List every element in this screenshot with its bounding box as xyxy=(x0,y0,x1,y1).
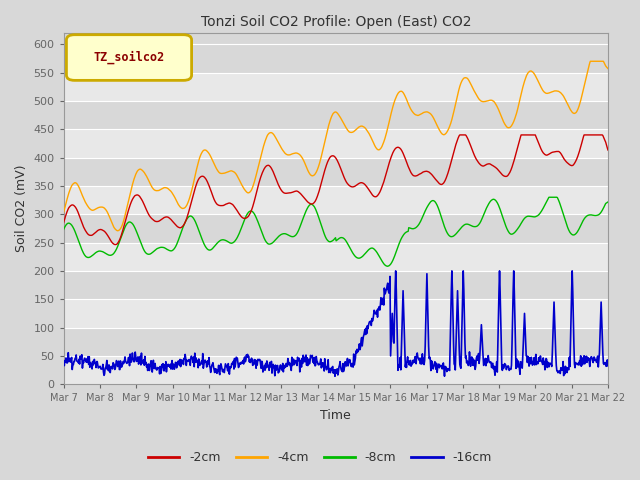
Bar xyxy=(64,271,608,299)
Bar xyxy=(64,186,608,214)
Bar xyxy=(64,299,608,327)
Bar xyxy=(64,242,608,271)
Title: Tonzi Soil CO2 Profile: Open (East) CO2: Tonzi Soil CO2 Profile: Open (East) CO2 xyxy=(200,15,471,29)
Bar xyxy=(64,157,608,186)
Text: TZ_soilco2: TZ_soilco2 xyxy=(93,51,164,64)
X-axis label: Time: Time xyxy=(321,409,351,422)
Bar xyxy=(64,327,608,356)
Bar xyxy=(64,214,608,242)
Bar xyxy=(64,129,608,157)
Legend: -2cm, -4cm, -8cm, -16cm: -2cm, -4cm, -8cm, -16cm xyxy=(143,446,497,469)
Bar xyxy=(64,44,608,72)
Y-axis label: Soil CO2 (mV): Soil CO2 (mV) xyxy=(15,165,28,252)
Bar xyxy=(64,101,608,129)
FancyBboxPatch shape xyxy=(67,35,191,80)
Bar xyxy=(64,356,608,384)
Bar xyxy=(64,72,608,101)
